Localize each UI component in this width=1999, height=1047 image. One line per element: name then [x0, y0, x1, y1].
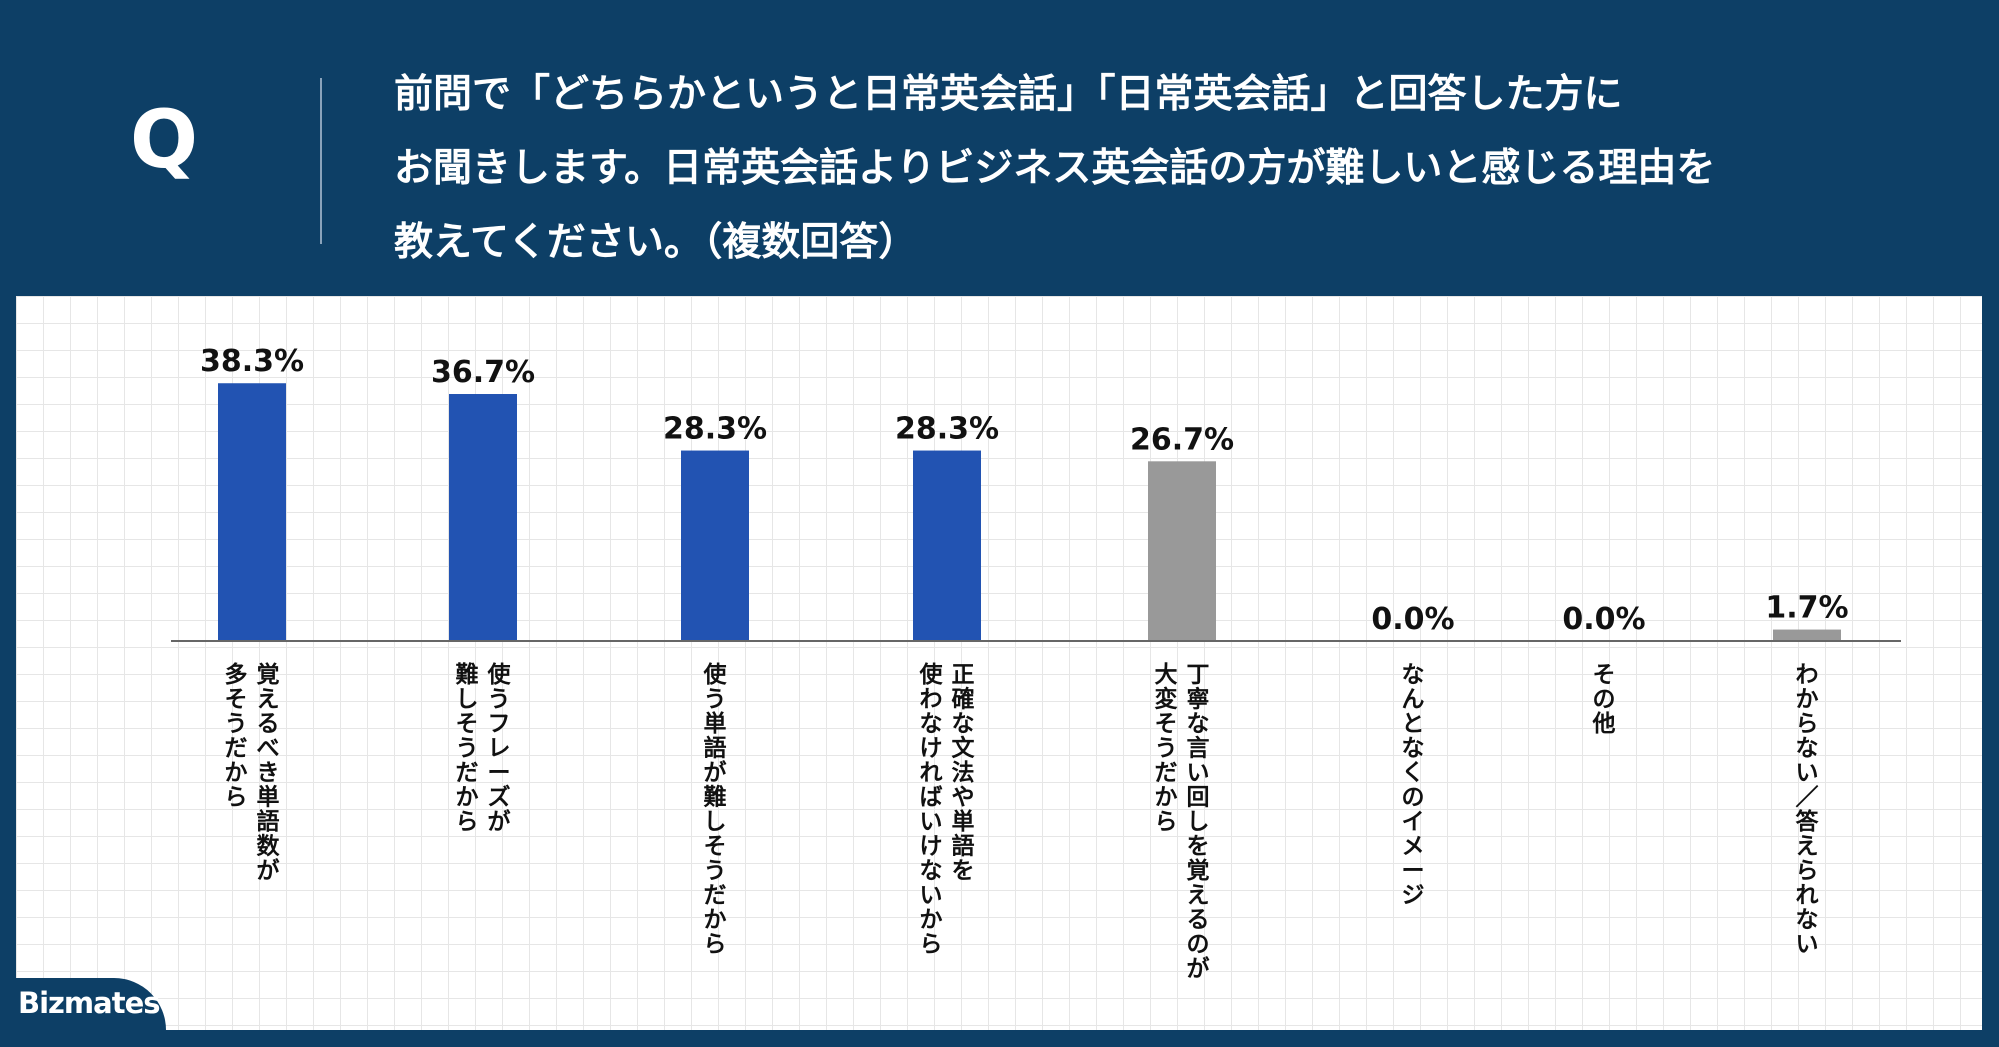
category-label-7-0: わからない／答えられない	[1796, 662, 1820, 958]
chart-panel: 38.3% 36.7% 28.3% 28.3% 26.7% 0.0% 0.0% 1.7% 覚える…	[16, 296, 1982, 1030]
category-label-5-0: なんとなくのイメージ	[1402, 662, 1425, 909]
category-label-4-1: 大変そうだから	[1155, 662, 1178, 835]
q-divider	[320, 78, 322, 244]
data-label-7: 1.7%	[1765, 591, 1848, 626]
data-label-3: 28.3%	[895, 412, 999, 447]
category-label-0-1: 多そうだから	[225, 661, 248, 811]
bar-4	[1148, 461, 1216, 641]
brand-logo-text: Bizmates	[18, 986, 161, 1020]
data-label-5: 0.0%	[1371, 602, 1454, 637]
brand-logo: Bizmates	[0, 978, 166, 1030]
bar-2	[681, 450, 749, 641]
category-label-6-0: その他	[1592, 662, 1616, 737]
bar-3	[913, 450, 981, 641]
data-label-6: 0.0%	[1562, 602, 1645, 637]
question-line-2: お聞きします。日常英会話よりビジネス英会話の方が難しいと感じる理由を	[394, 146, 1716, 191]
data-label-1: 36.7%	[431, 355, 535, 390]
bar-1	[449, 394, 517, 641]
question-text: 前問で「どちらかというと日常英会話」「日常英会話」と回答した方に お聞きします。…	[394, 58, 1954, 280]
category-label-3-1: 使わなければいけないから	[919, 662, 944, 958]
data-label-4: 26.7%	[1130, 422, 1234, 457]
category-label-4-0: 丁寧な言い回しを覚えるのが	[1187, 662, 1210, 982]
category-label-1-1: 難しそうだから	[456, 661, 479, 835]
data-label-0: 38.3%	[200, 344, 304, 379]
category-label-1-0: 使うフレーズが	[487, 662, 512, 835]
bar-0	[218, 383, 286, 641]
bar-chart: 38.3% 36.7% 28.3% 28.3% 26.7% 0.0% 0.0% 1.7% 覚える…	[171, 344, 1901, 982]
q-mark: Q	[130, 93, 199, 186]
data-label-2: 28.3%	[663, 412, 767, 447]
category-label-0-0: 覚えるべき単語数が	[257, 662, 281, 884]
category-label-3-0: 正確な文法や単語を	[952, 662, 976, 884]
question-header: Q 前問で「どちらかというと日常英会話」「日常英会話」と回答した方に お聞きしま…	[0, 0, 1999, 296]
question-line-1: 前問で「どちらかというと日常英会話」「日常英会話」と回答した方に	[394, 72, 1623, 117]
category-label-2-0: 使う単語が難しそうだから	[703, 662, 728, 958]
bar-7	[1773, 629, 1841, 641]
question-line-3: 教えてください。（複数回答）	[394, 220, 918, 265]
